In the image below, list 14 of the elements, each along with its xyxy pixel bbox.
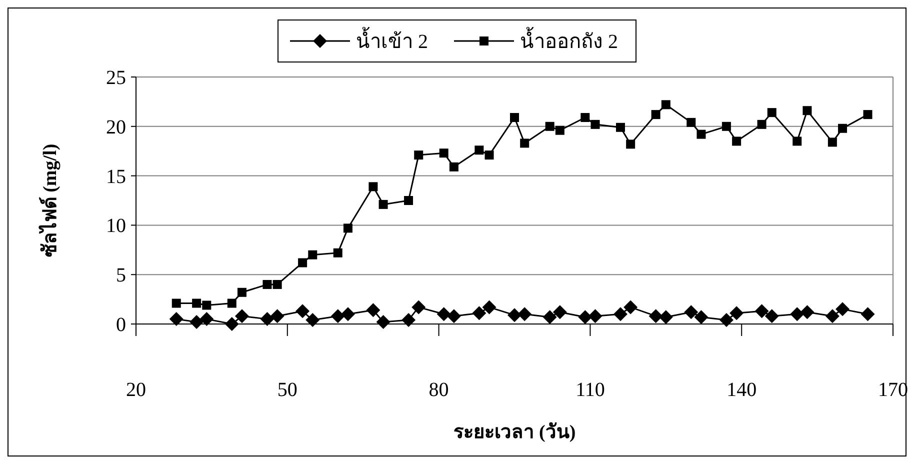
legend-label: น้ำเข้า 2 [356, 27, 428, 53]
x-axis-title: ระยะเวลา (วัน) [453, 422, 576, 443]
legend-label: น้ำออกถัง 2 [520, 27, 618, 53]
x-tick-label: 110 [576, 379, 605, 401]
y-tick-label: 0 [116, 314, 126, 336]
x-tick-label: 140 [726, 379, 757, 401]
y-tick-label: 15 [106, 166, 126, 188]
y-tick-label: 20 [106, 116, 126, 138]
x-tick-label: 50 [277, 379, 298, 401]
x-tick-label: 80 [428, 379, 449, 401]
y-tick-label: 10 [106, 215, 126, 238]
y-tick-label: 25 [106, 67, 126, 89]
y-tick-label: 5 [116, 264, 126, 287]
y-axis-title: ซัลไฟด์ (mg/l) [38, 144, 61, 258]
